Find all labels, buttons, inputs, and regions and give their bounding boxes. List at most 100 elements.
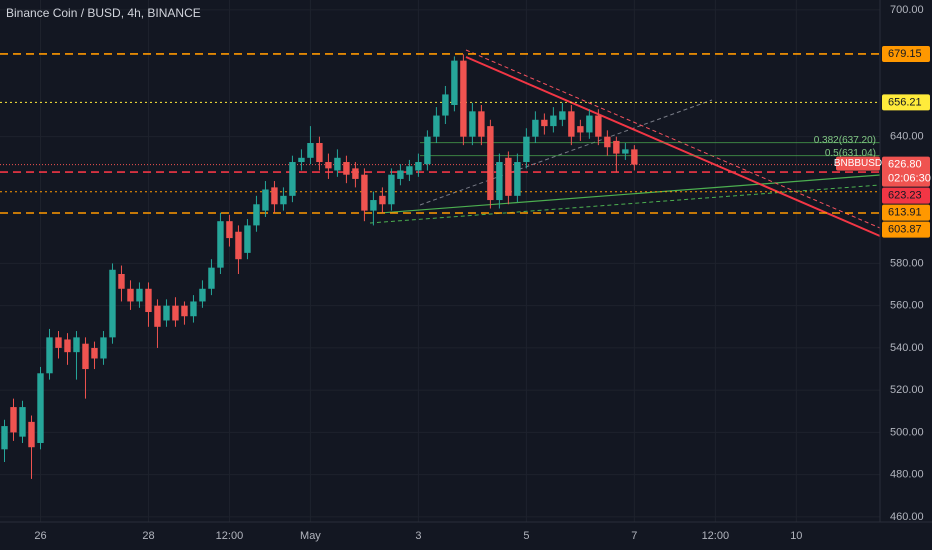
symbol-label: BNBBUSD [834,158,882,169]
candle-body [451,60,458,105]
candle-body [568,111,575,137]
candle-body [46,337,53,374]
y-tick-label: 460.00 [890,511,924,523]
x-tick-label: 12:00 [216,530,244,542]
candle-body [172,305,179,321]
level-tag [882,94,930,111]
candle-body [370,200,377,211]
candle-body [631,149,638,165]
candle-body [316,143,323,163]
candle-body [298,157,305,163]
candle-body [289,162,296,196]
level-label: 656.21 [888,96,922,108]
candle-body [127,288,134,302]
y-tick-label: 540.00 [890,342,924,354]
candle-body [235,231,242,260]
candle-body [37,373,44,443]
trend-line [369,184,881,224]
candle-body [586,115,593,133]
x-tick-label: 28 [142,530,154,542]
candle-body [100,337,107,359]
y-tick-label: 580.00 [890,257,924,269]
candle-body [514,162,521,196]
chart-title: Binance Coin / BUSD, 4h, BINANCE [6,6,201,20]
candle-body [379,195,386,205]
candle-body [190,301,197,317]
y-tick-label: 700.00 [890,4,924,16]
candle-body [352,168,359,179]
level-tag [882,45,930,62]
candle-body [487,126,494,201]
candle-body [622,149,629,154]
drawings [369,49,881,237]
y-tick-label: 560.00 [890,300,924,312]
trend-line [419,99,713,206]
level-label: 613.91 [888,206,922,218]
candle-body [271,187,278,205]
countdown-label: 02:06:30 [888,172,931,184]
candle-body [91,347,98,359]
candle-body [550,115,557,127]
candle-body [73,337,80,353]
candle-body [28,421,35,448]
symbol-tag [836,156,880,171]
level-tag [882,187,930,204]
candle-body [226,221,233,239]
candle-body [604,136,611,148]
candle-body [208,267,215,289]
level-label: 603.87 [888,223,922,235]
trend-line [379,174,881,214]
last-price-label: 626.80 [888,158,922,170]
candle-body [307,143,314,158]
x-tick-label: 5 [523,530,529,542]
candle-body [469,111,476,137]
candle-body [343,162,350,175]
candle-body [541,119,548,127]
candle-body [523,136,530,163]
last-price-tag [882,156,930,187]
x-tick-label: 26 [34,530,46,542]
candle-body [397,170,404,179]
candle-body [199,288,206,302]
level-label: 623.23 [888,189,922,201]
candle-body [478,111,485,137]
candle-body [118,273,125,289]
level-label: 679.15 [888,48,922,60]
candles [1,54,638,479]
candle-body [460,60,467,137]
candle-body [280,195,287,205]
candle-body [109,269,116,338]
candle-body [424,136,431,165]
x-tick-label: 10 [790,530,802,542]
candle-body [163,305,170,321]
candle-body [505,157,512,196]
candle-body [388,174,395,205]
candle-body [433,115,440,137]
candle-body [559,111,566,120]
candle-body [334,157,341,171]
candle-body [181,305,188,317]
levels: 0.382(637.20) 0.5(631.04) [0,53,880,214]
candle-body [19,407,26,437]
level-tag [882,204,930,221]
grid [0,0,880,522]
y-tick-label: 520.00 [890,384,924,396]
candle-body [577,126,584,133]
candle-body [406,166,413,175]
y-tick-label: 640.00 [890,131,924,143]
candle-body [262,189,269,211]
y-tick-label: 500.00 [890,426,924,438]
candle-body [55,337,62,348]
fib-label: 0.5(631.04) [825,148,876,159]
candle-body [154,305,161,327]
fib-label: 0.382(637.20) [814,135,876,146]
trend-line [465,56,881,237]
x-tick-label: 7 [631,530,637,542]
x-tick-label: May [300,530,321,542]
candle-body [217,221,224,268]
candle-body [532,119,539,137]
candle-body [244,225,251,253]
candle-body [253,204,260,226]
candle-body [136,288,143,302]
